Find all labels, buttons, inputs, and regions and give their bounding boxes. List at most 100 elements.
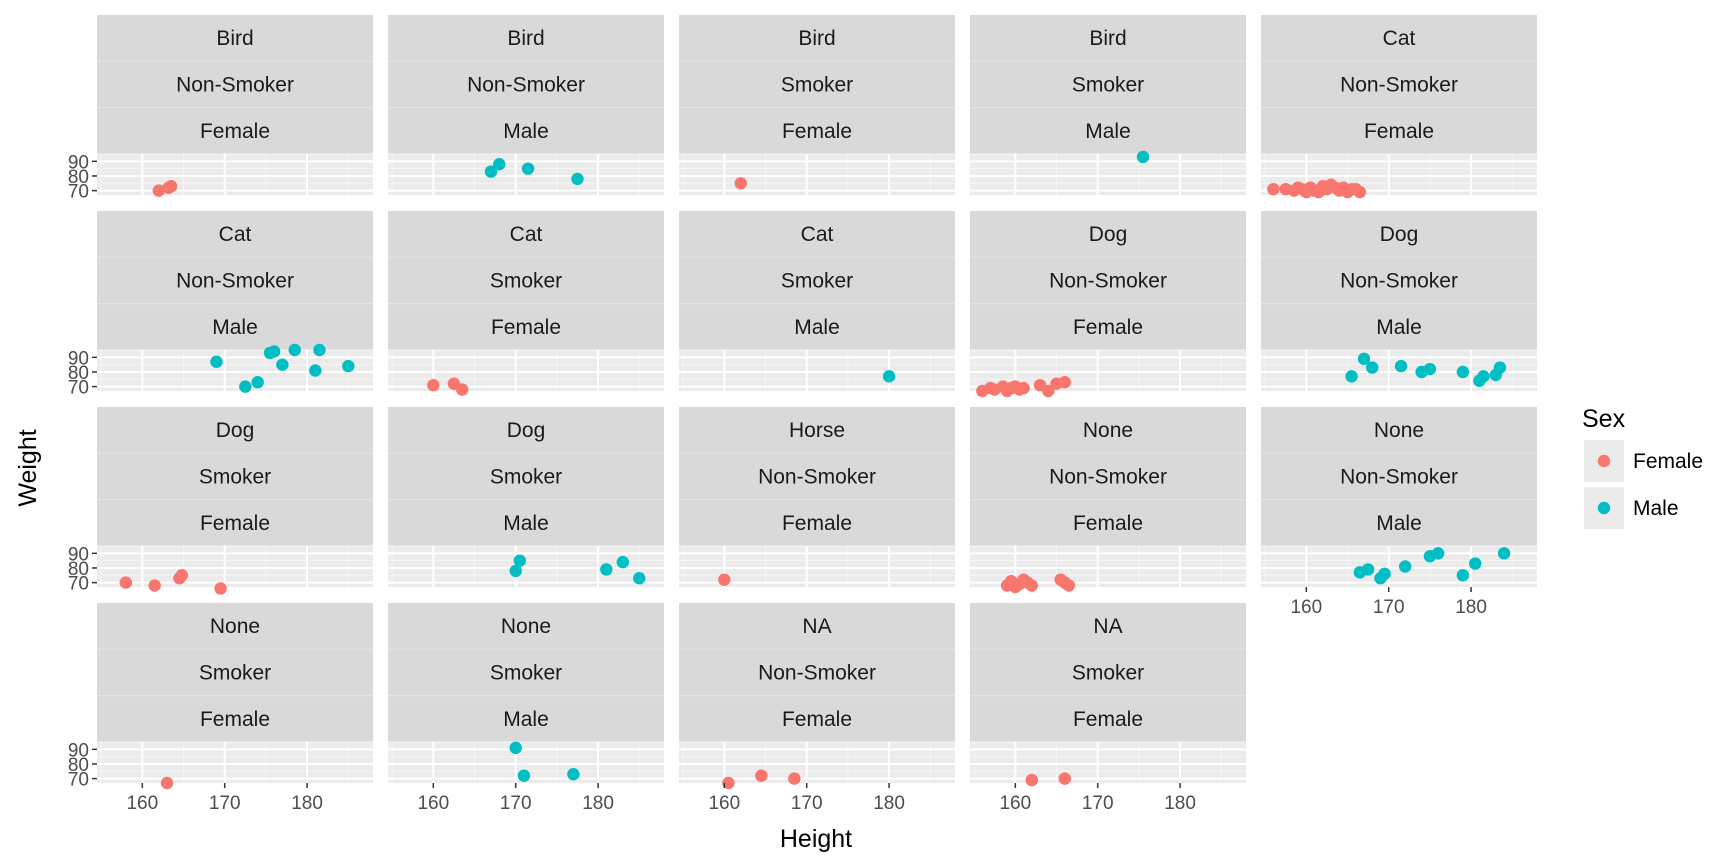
data-point — [1361, 563, 1375, 576]
strip-label: None — [210, 615, 260, 638]
facet-strip — [388, 603, 664, 742]
data-point — [313, 343, 326, 357]
strip-label: Female — [782, 512, 852, 535]
legend-label-female: Female — [1633, 450, 1703, 473]
strip-label: Smoker — [781, 269, 853, 292]
y-tick-label: 70 — [68, 574, 89, 595]
facet-strip — [388, 15, 664, 154]
data-point — [1042, 384, 1055, 398]
strip-label: Female — [1073, 316, 1143, 339]
data-point — [276, 358, 289, 371]
facet-panel: Cat Smoker Male — [679, 211, 955, 391]
data-point — [119, 576, 133, 589]
data-point — [1456, 569, 1470, 582]
strip-label: Female — [200, 512, 270, 535]
strip-label: Male — [503, 120, 549, 143]
facet-strip — [388, 211, 664, 350]
x-tick-label: 160 — [417, 793, 449, 814]
facet-panel: Bird Smoker Male — [970, 15, 1246, 195]
strip-label: Cat — [801, 223, 834, 246]
facet-panel: Dog Non-Smoker Female — [970, 211, 1246, 398]
data-point — [214, 582, 227, 595]
y-axis-title: Weight — [14, 429, 42, 506]
data-point — [1378, 567, 1391, 581]
panel-background — [97, 350, 373, 391]
strip-label: Smoker — [490, 661, 562, 684]
strip-label: Female — [1073, 512, 1143, 535]
strip-label: Female — [491, 316, 561, 339]
y-tick-label: 90 — [68, 348, 89, 369]
panel-background — [97, 546, 373, 587]
strip-label: Female — [200, 120, 270, 143]
strip-label: Male — [1376, 512, 1422, 535]
strip-label: Non-Smoker — [758, 465, 876, 488]
data-point — [882, 370, 896, 383]
x-axis-title: Height — [780, 825, 852, 853]
data-point — [616, 555, 630, 569]
strip-label: Female — [200, 708, 270, 731]
panel-background — [679, 154, 955, 195]
data-point — [1366, 361, 1379, 374]
x-tick-label: 160 — [1290, 597, 1322, 618]
facet-panel: NA Smoker Female — [970, 603, 1246, 787]
facet-strip — [1261, 15, 1537, 154]
data-point — [152, 184, 165, 197]
data-point — [1423, 362, 1437, 376]
legend-dot-male — [1597, 501, 1611, 515]
strip-label: Dog — [216, 419, 255, 442]
facet-panel: Dog Non-Smoker Male — [1261, 211, 1537, 391]
y-tick-label: 70 — [68, 770, 89, 791]
strip-label: Male — [503, 512, 549, 535]
data-point — [722, 776, 735, 790]
legend: Sex Female Male — [1582, 405, 1703, 529]
x-tick-label: 180 — [582, 793, 614, 814]
data-point — [455, 383, 469, 396]
strip-label: Bird — [798, 27, 835, 50]
strip-label: None — [501, 615, 551, 638]
facet-strip — [970, 211, 1246, 350]
data-point — [509, 564, 522, 578]
facet-panel: None Smoker Female — [97, 603, 373, 790]
x-tick-label: 160 — [999, 793, 1031, 814]
strip-label: Female — [1364, 120, 1434, 143]
data-point — [1398, 560, 1412, 573]
panel-background — [97, 742, 373, 783]
facet-strip — [97, 603, 373, 742]
data-point — [493, 158, 506, 171]
facet-strip — [97, 407, 373, 546]
panel-background — [679, 742, 955, 783]
strip-label: Dog — [1089, 223, 1128, 246]
data-point — [633, 572, 646, 585]
data-point — [1058, 772, 1071, 785]
strip-label: Female — [782, 708, 852, 731]
panel-background — [970, 154, 1246, 195]
data-point — [1477, 370, 1490, 383]
strip-label: Non-Smoker — [758, 661, 876, 684]
strip-label: Non-Smoker — [176, 269, 294, 292]
data-point — [1394, 359, 1408, 373]
data-point — [162, 181, 175, 194]
facet-panel: Bird Smoker Female — [679, 15, 955, 195]
facet-strip — [97, 15, 373, 154]
facet-strip — [679, 15, 955, 154]
facet-strip — [679, 603, 955, 742]
data-point — [600, 563, 613, 576]
strip-label: Non-Smoker — [176, 73, 294, 96]
data-point — [239, 380, 252, 393]
strip-label: Male — [794, 316, 840, 339]
strip-label: Bird — [507, 27, 544, 50]
strip-label: None — [1374, 419, 1424, 442]
facet-strip — [1261, 211, 1537, 350]
data-point — [513, 554, 527, 567]
facet-panel: Dog Smoker Male — [388, 407, 664, 587]
data-point — [1497, 547, 1511, 560]
strip-label: Horse — [789, 419, 845, 442]
data-point — [1062, 579, 1076, 592]
strip-label: Male — [1085, 120, 1131, 143]
facet-panel: Bird Non-Smoker Female — [97, 15, 373, 197]
y-tick-label: 70 — [68, 378, 89, 399]
strip-label: Cat — [510, 223, 543, 246]
data-point — [148, 579, 161, 592]
